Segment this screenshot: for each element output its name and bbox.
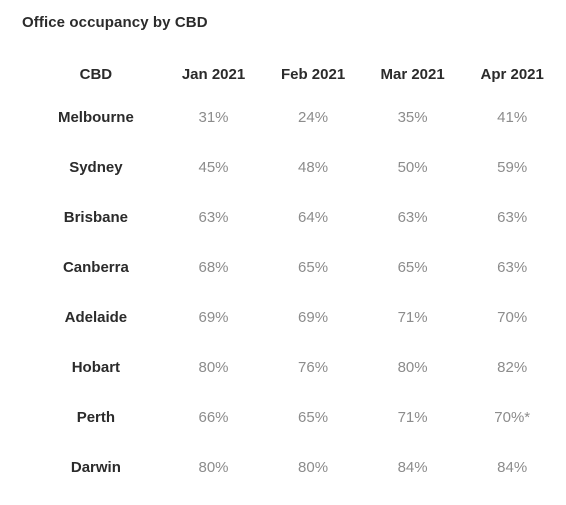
table-cell: 84% — [397, 458, 428, 476]
table-row: Canberra 68% 65% 65% 63% — [28, 242, 562, 292]
table-cell: 63% — [497, 258, 528, 276]
row-label: Perth — [76, 408, 116, 426]
table-cell: 80% — [198, 358, 229, 376]
row-label: Adelaide — [64, 308, 128, 326]
table-cell: 84% — [497, 458, 528, 476]
table-cell: 69% — [298, 308, 329, 326]
occupancy-table: CBD Jan 2021 Feb 2021 Mar 2021 Apr 2021 … — [28, 56, 562, 492]
column-header-cbd: CBD — [79, 65, 113, 83]
table-cell: 71% — [397, 308, 428, 326]
table-cell: 35% — [397, 108, 428, 126]
table-row: Darwin 80% 80% 84% 84% — [28, 442, 562, 492]
row-label: Melbourne — [57, 108, 134, 126]
table-cell: 70%* — [494, 408, 531, 426]
table-cell: 63% — [497, 208, 528, 226]
table-cell: 63% — [198, 208, 229, 226]
table-cell: 41% — [497, 108, 528, 126]
table-cell: 24% — [298, 108, 329, 126]
table-cell: 80% — [397, 358, 428, 376]
row-label: Canberra — [62, 258, 129, 276]
column-header-mar-2021: Mar 2021 — [380, 65, 445, 83]
chart-title: Office occupancy by CBD — [22, 14, 208, 31]
table-cell: 65% — [298, 408, 329, 426]
header-row: CBD Jan 2021 Feb 2021 Mar 2021 Apr 2021 — [28, 56, 562, 92]
table-cell: 76% — [298, 358, 329, 376]
table-cell: 70% — [497, 308, 528, 326]
table-cell: 31% — [198, 108, 229, 126]
table-row: Adelaide 69% 69% 71% 70% — [28, 292, 562, 342]
row-label: Hobart — [71, 358, 121, 376]
table-cell: 66% — [198, 408, 229, 426]
table-cell: 48% — [298, 158, 329, 176]
row-label: Darwin — [70, 458, 121, 476]
table-row: Melbourne 31% 24% 35% 41% — [28, 92, 562, 142]
row-label: Sydney — [69, 158, 123, 176]
table-row: Hobart 80% 76% 80% 82% — [28, 342, 562, 392]
row-label: Brisbane — [63, 208, 128, 226]
table-cell: 63% — [397, 208, 428, 226]
table-cell: 68% — [198, 258, 229, 276]
table-row: Perth 66% 65% 71% 70%* — [28, 392, 562, 442]
column-header-apr-2021: Apr 2021 — [480, 65, 544, 83]
table-cell: 69% — [198, 308, 229, 326]
table-row: Brisbane 63% 64% 63% 63% — [28, 192, 562, 242]
table-cell: 71% — [397, 408, 428, 426]
table-cell: 65% — [397, 258, 428, 276]
table-row: Sydney 45% 48% 50% 59% — [28, 142, 562, 192]
table-cell: 65% — [298, 258, 329, 276]
table-cell: 59% — [497, 158, 528, 176]
table-cell: 64% — [298, 208, 329, 226]
table-cell: 45% — [198, 158, 229, 176]
column-header-feb-2021: Feb 2021 — [280, 65, 346, 83]
table-cell: 80% — [198, 458, 229, 476]
table-cell: 50% — [397, 158, 428, 176]
table-cell: 80% — [298, 458, 329, 476]
table-cell: 82% — [497, 358, 528, 376]
column-header-jan-2021: Jan 2021 — [181, 65, 246, 83]
